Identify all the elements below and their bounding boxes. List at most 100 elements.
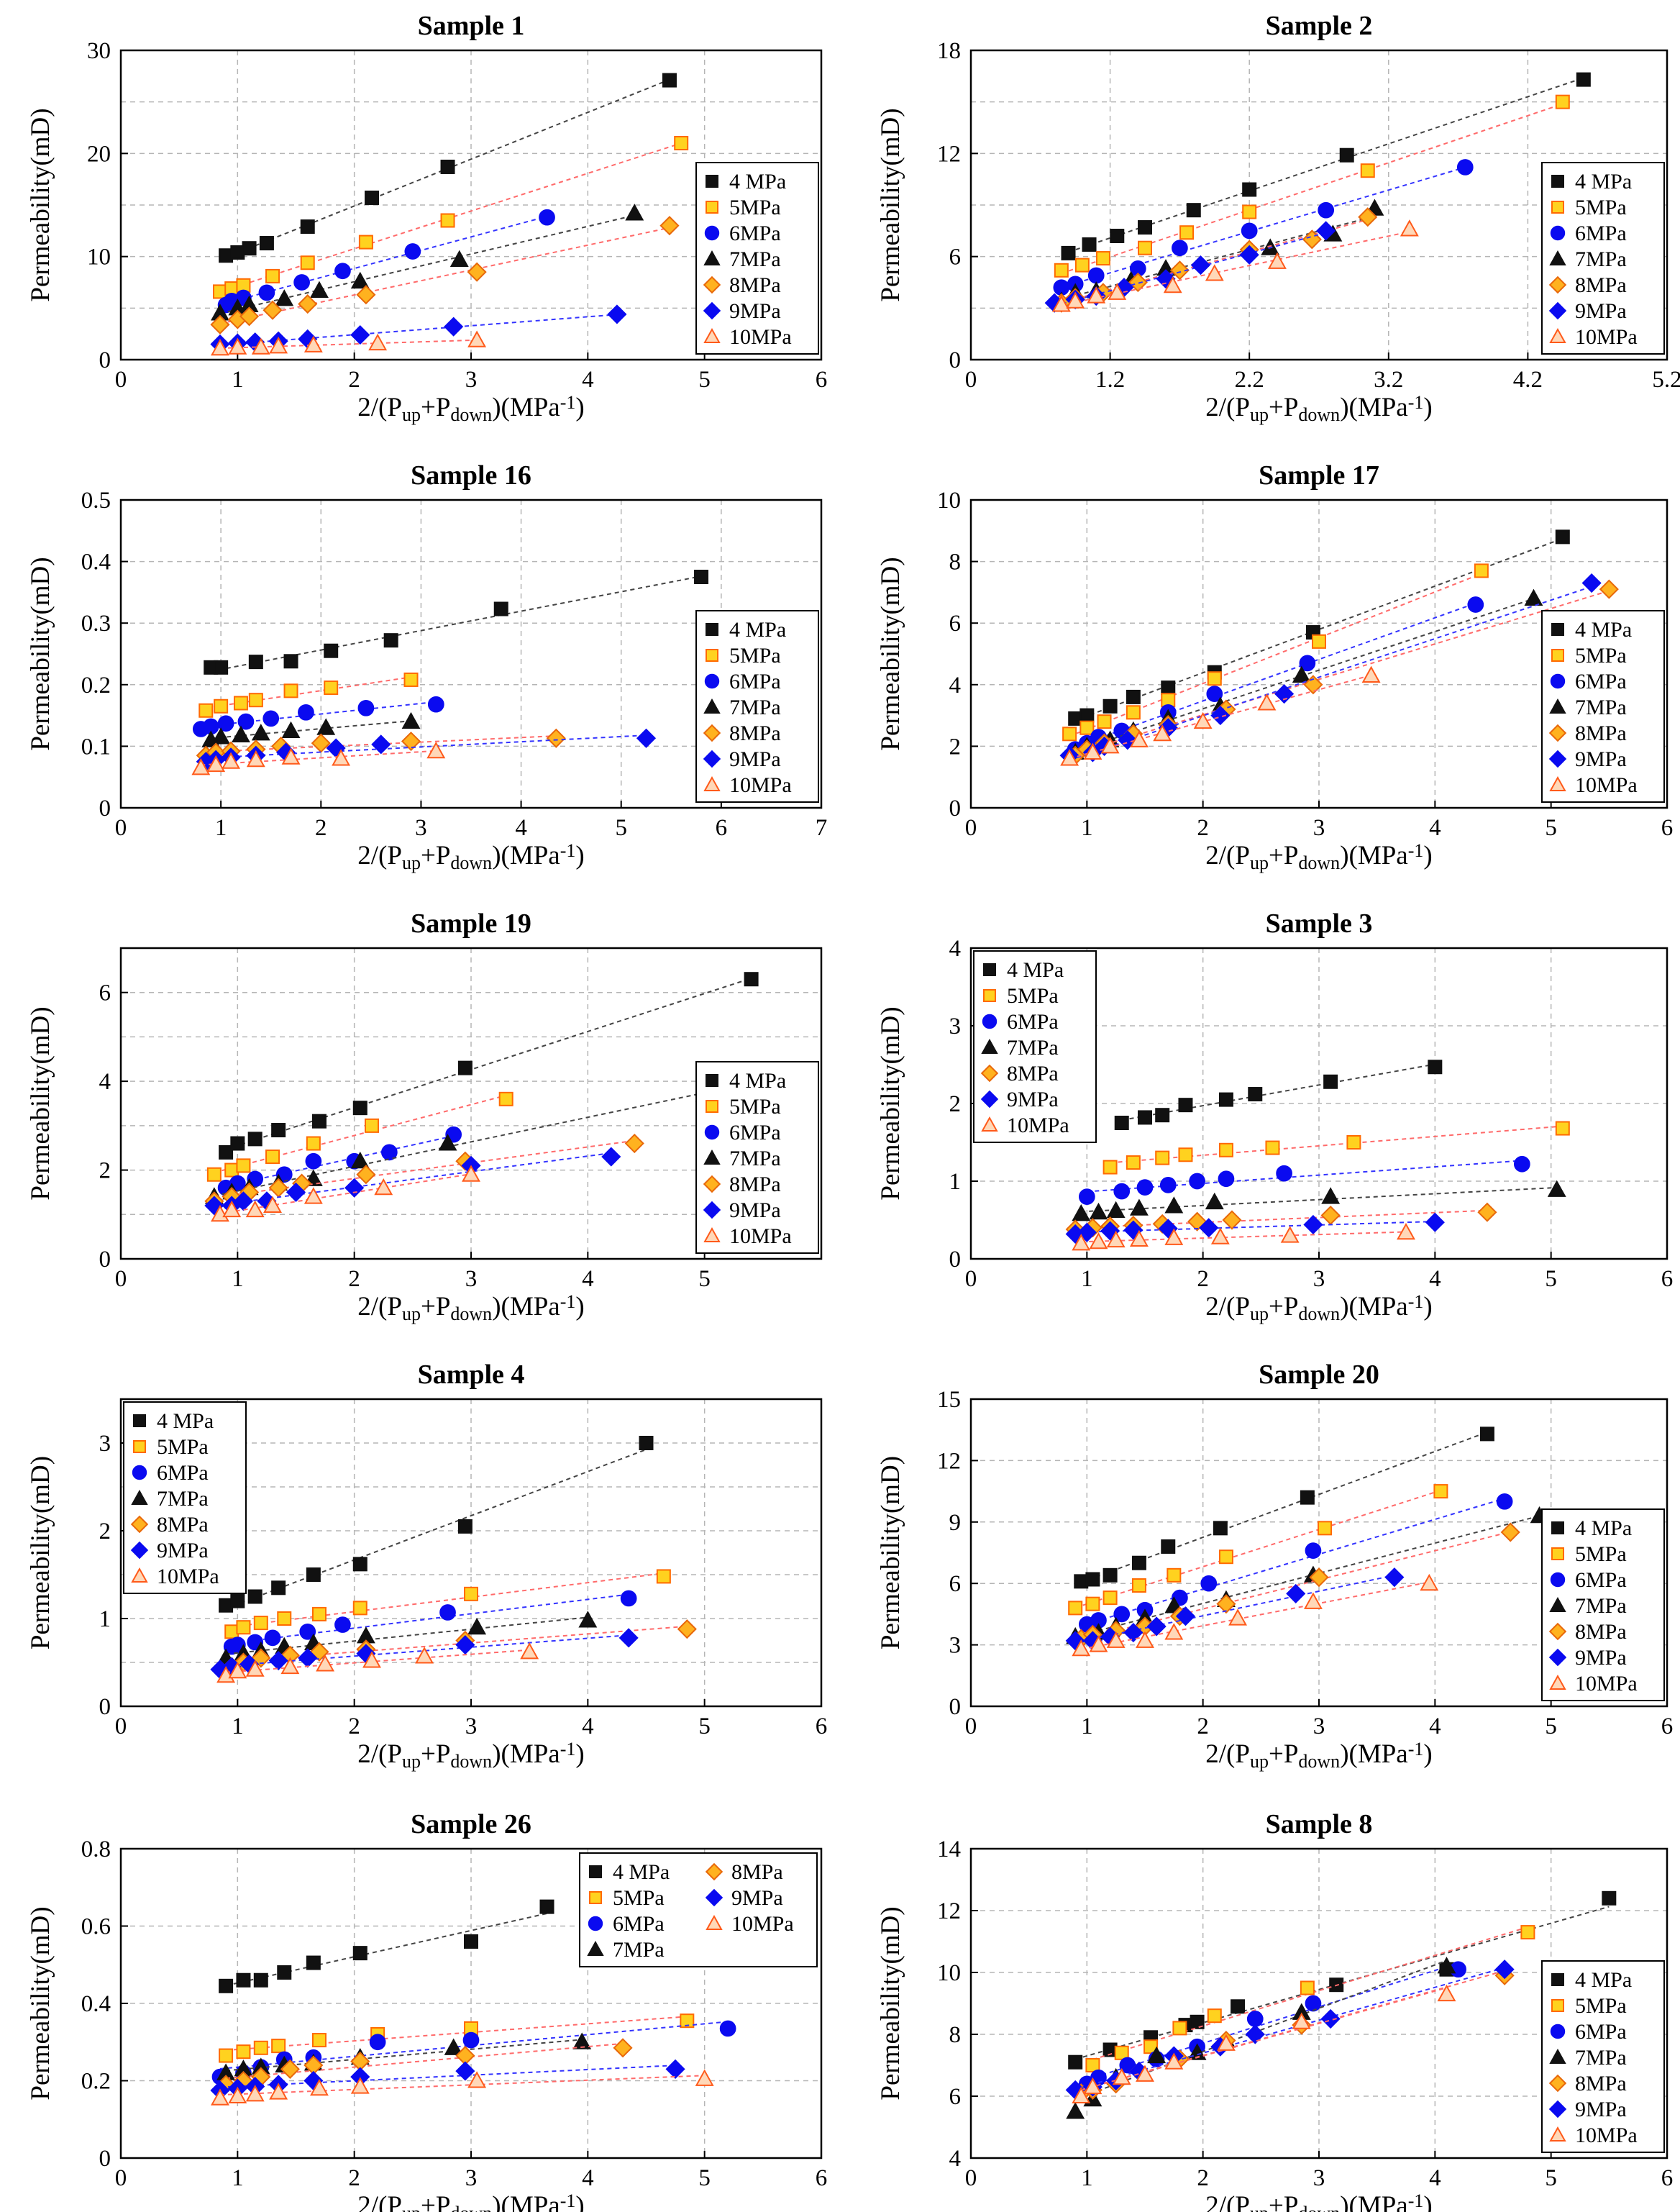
- sample-26-4-mpa-trendline: [225, 1913, 547, 1987]
- sample-19-x-tick-label: 2: [348, 1266, 360, 1292]
- sample-17-10mpa-point: [1083, 742, 1102, 760]
- sample-1-legend-box: [695, 162, 819, 355]
- sample-4-legend-marker-7mpa: [131, 1489, 148, 1505]
- sample-20-legend-label-6mpa: 6MPa: [1575, 1568, 1627, 1592]
- sample-3-6mpa-point: [1078, 1188, 1095, 1205]
- sample-16-7mpa-point: [281, 721, 301, 738]
- sample-26-legend-label-6mpa: 6MPa: [613, 1912, 665, 1936]
- sample-2-5mpa-point: [1074, 258, 1090, 273]
- sample-3-7mpa-point: [1129, 1198, 1149, 1216]
- sample-3-7mpa-point: [1205, 1192, 1224, 1210]
- sample-20-10mpa-point: [1164, 1623, 1184, 1640]
- sample-2-x-axis-label: 2/(Pup+Pdown)(MPa-1): [1205, 392, 1432, 425]
- sample-17-10mpa-point: [1100, 737, 1120, 754]
- sample-17-legend-label-5mpa: 5MPa: [1575, 644, 1627, 668]
- sample-3-x-axis-label: 2/(Pup+Pdown)(MPa-1): [1205, 1291, 1432, 1324]
- sample-19-title: Sample 19: [411, 909, 531, 939]
- sample-16-legend-marker-4-mpa: [706, 623, 718, 636]
- sample-1-panel: Sample 1 0 1 2 3 4 5 6 0 10 20 30 Permeability(mD) 2/…: [26, 11, 827, 425]
- sample-17-5mpa-point: [1062, 727, 1077, 742]
- sample-4-5mpa-point: [656, 1569, 671, 1584]
- sample-17-10mpa-point: [1257, 693, 1277, 711]
- sample-19-4-mpa-point: [744, 972, 759, 987]
- sample-2-8mpa-point: [1358, 207, 1378, 227]
- sample-3-10mpa-point: [1129, 1229, 1149, 1247]
- sample-3-6mpa-point: [1218, 1170, 1235, 1188]
- sample-4-10mpa-point: [520, 1642, 539, 1660]
- sample-4-4-mpa-point: [352, 1557, 368, 1572]
- sample-16-4-mpa-point: [694, 570, 709, 584]
- sample-26-5mpa-point: [236, 2044, 251, 2059]
- sample-2-5mpa-point: [1555, 94, 1570, 109]
- sample-2-legend-marker-7mpa: [1549, 250, 1566, 265]
- sample-1-legend-marker-10mpa: [703, 327, 721, 343]
- sample-2-6mpa-point: [1241, 222, 1258, 240]
- sample-2-legend-label-4-mpa: 4 MPa: [1575, 170, 1632, 194]
- sample-4-legend-label-10mpa: 10MPa: [157, 1565, 219, 1588]
- sample-17-y-tick-label: 4: [949, 673, 962, 698]
- sample-1-10mpa-point: [211, 338, 229, 356]
- sample-19-y-axis-label: Permeability(mD): [26, 1006, 55, 1200]
- sample-26-9mpa-point: [455, 2061, 475, 2081]
- sample-16-title: Sample 16: [411, 460, 531, 491]
- sample-4-6mpa-trendline: [232, 1593, 629, 1644]
- sample-17-y-tick-label: 2: [949, 734, 962, 760]
- sample-1-x-tick-label: 6: [816, 367, 828, 393]
- sample-17-x-tick-label: 4: [1429, 815, 1441, 841]
- sample-2-5mpa-point: [1095, 251, 1110, 266]
- sample-3-9mpa-point: [1303, 1214, 1323, 1235]
- sample-4-7mpa-trendline: [225, 1616, 588, 1655]
- sample-20-10mpa-point: [1089, 1635, 1108, 1652]
- sample-4-5mpa-point: [277, 1611, 292, 1626]
- sample-1-6mpa-point: [293, 274, 310, 291]
- sample-20-4-mpa-point: [1102, 1567, 1118, 1583]
- sample-2-10mpa-point: [1205, 264, 1224, 281]
- sample-2-panel: Sample 2 0 1.2 2.2 3.2 4.2 5.2 0 6 12 18 Permeabili…: [876, 11, 1680, 425]
- sample-8-legend-label-4-mpa: 4 MPa: [1575, 1968, 1632, 1992]
- sample-26-4-mpa-point: [464, 1934, 478, 1949]
- sample-3-10mpa-point: [1164, 1228, 1184, 1245]
- sample-3-6mpa-point: [1136, 1179, 1154, 1196]
- sample-19-legend-label-8mpa: 8MPa: [729, 1173, 781, 1196]
- sample-2-4-mpa-point: [1186, 203, 1201, 218]
- sample-4-10mpa-point: [228, 1661, 247, 1679]
- sample-3-6mpa-point: [1189, 1173, 1205, 1190]
- sample-20-4-mpa-point: [1131, 1555, 1146, 1570]
- sample-17-5mpa-point: [1312, 634, 1326, 649]
- sample-2-legend-marker-6mpa: [1550, 225, 1566, 241]
- sample-20-legend-label-9mpa: 9MPa: [1575, 1646, 1627, 1670]
- sample-17-title: Sample 17: [1259, 460, 1379, 491]
- sample-16-10mpa-point: [246, 750, 265, 768]
- sample-19-7mpa-point: [438, 1134, 457, 1151]
- sample-16-6mpa-point: [217, 715, 234, 732]
- sample-19-5mpa-trendline: [214, 1094, 506, 1174]
- sample-2-4-mpa-point: [1110, 229, 1125, 243]
- sample-19-y-tick-label: 6: [99, 980, 111, 1006]
- sample-20-10mpa-point: [1303, 1592, 1323, 1609]
- sample-17-y-tick-label: 0: [949, 796, 962, 821]
- sample-16-4-mpa-point: [248, 655, 263, 670]
- sample-2-5mpa-point: [1054, 263, 1069, 278]
- sample-3-10mpa-point: [1089, 1232, 1108, 1250]
- sample-4-legend-label-9mpa: 9MPa: [157, 1539, 209, 1562]
- sample-1-10mpa-point: [467, 330, 487, 347]
- sample-4-6mpa-point: [334, 1616, 351, 1633]
- sample-3-4-mpa-point: [1114, 1116, 1129, 1130]
- sample-16-y-tick-label: 0: [99, 796, 111, 821]
- sample-20-x-tick-label: 0: [965, 1713, 977, 1739]
- sample-8-y-tick-label: 10: [937, 1960, 961, 1986]
- sample-20-9mpa-point: [1175, 1606, 1196, 1626]
- sample-16-legend-label-6mpa: 6MPa: [729, 670, 781, 693]
- sample-19-y-tick-label: 2: [99, 1158, 111, 1184]
- sample-1-9mpa-point: [350, 325, 370, 345]
- sample-3-5mpa-point: [1346, 1135, 1361, 1150]
- sample-8-5mpa-point: [1143, 2039, 1159, 2054]
- sample-17-8mpa-trendline: [1074, 590, 1610, 755]
- sample-4-9mpa-point: [455, 1635, 475, 1655]
- sample-4-legend-marker-8mpa: [130, 1515, 149, 1534]
- sample-3-5mpa-point: [1155, 1150, 1170, 1165]
- sample-17-legend-marker-6mpa: [1550, 673, 1566, 689]
- sample-8-9mpa-point: [1320, 2008, 1341, 2029]
- sample-17-y-tick-label: 8: [949, 550, 962, 575]
